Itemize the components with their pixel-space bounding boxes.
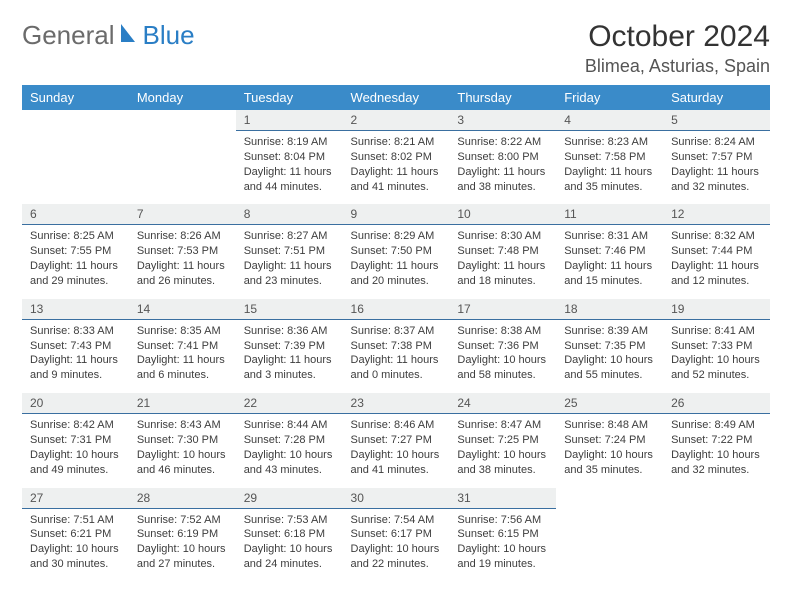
date-detail: Sunrise: 8:27 AMSunset: 7:51 PMDaylight:… bbox=[236, 225, 343, 299]
day-header: Tuesday bbox=[236, 85, 343, 110]
date-detail: Sunrise: 7:54 AMSunset: 6:17 PMDaylight:… bbox=[343, 508, 450, 582]
date-number bbox=[663, 488, 770, 509]
date-detail-row: Sunrise: 8:33 AMSunset: 7:43 PMDaylight:… bbox=[22, 319, 770, 393]
date-number: 1 bbox=[236, 110, 343, 131]
date-detail: Sunrise: 8:49 AMSunset: 7:22 PMDaylight:… bbox=[663, 414, 770, 488]
date-number: 28 bbox=[129, 488, 236, 509]
day-header: Sunday bbox=[22, 85, 129, 110]
date-detail-row: Sunrise: 8:25 AMSunset: 7:55 PMDaylight:… bbox=[22, 225, 770, 299]
date-number: 3 bbox=[449, 110, 556, 131]
date-detail: Sunrise: 8:29 AMSunset: 7:50 PMDaylight:… bbox=[343, 225, 450, 299]
date-number: 29 bbox=[236, 488, 343, 509]
date-number: 27 bbox=[22, 488, 129, 509]
date-detail: Sunrise: 7:53 AMSunset: 6:18 PMDaylight:… bbox=[236, 508, 343, 582]
date-detail: Sunrise: 8:36 AMSunset: 7:39 PMDaylight:… bbox=[236, 319, 343, 393]
date-detail: Sunrise: 8:23 AMSunset: 7:58 PMDaylight:… bbox=[556, 131, 663, 205]
date-number: 19 bbox=[663, 299, 770, 320]
date-detail: Sunrise: 8:42 AMSunset: 7:31 PMDaylight:… bbox=[22, 414, 129, 488]
date-number: 24 bbox=[449, 393, 556, 414]
date-number: 25 bbox=[556, 393, 663, 414]
date-number: 14 bbox=[129, 299, 236, 320]
date-number: 15 bbox=[236, 299, 343, 320]
date-number: 4 bbox=[556, 110, 663, 131]
day-header-row: SundayMondayTuesdayWednesdayThursdayFrid… bbox=[22, 85, 770, 110]
date-number: 22 bbox=[236, 393, 343, 414]
date-number: 12 bbox=[663, 204, 770, 225]
date-number: 8 bbox=[236, 204, 343, 225]
date-detail: Sunrise: 8:31 AMSunset: 7:46 PMDaylight:… bbox=[556, 225, 663, 299]
location: Blimea, Asturias, Spain bbox=[585, 56, 770, 77]
date-detail bbox=[663, 508, 770, 582]
date-detail: Sunrise: 8:39 AMSunset: 7:35 PMDaylight:… bbox=[556, 319, 663, 393]
date-detail bbox=[22, 131, 129, 205]
date-detail: Sunrise: 8:22 AMSunset: 8:00 PMDaylight:… bbox=[449, 131, 556, 205]
date-detail: Sunrise: 8:47 AMSunset: 7:25 PMDaylight:… bbox=[449, 414, 556, 488]
date-detail: Sunrise: 8:21 AMSunset: 8:02 PMDaylight:… bbox=[343, 131, 450, 205]
date-detail: Sunrise: 8:25 AMSunset: 7:55 PMDaylight:… bbox=[22, 225, 129, 299]
date-number: 11 bbox=[556, 204, 663, 225]
date-number: 21 bbox=[129, 393, 236, 414]
date-detail: Sunrise: 7:51 AMSunset: 6:21 PMDaylight:… bbox=[22, 508, 129, 582]
logo-text-general: General bbox=[22, 20, 115, 51]
date-detail: Sunrise: 8:33 AMSunset: 7:43 PMDaylight:… bbox=[22, 319, 129, 393]
logo-text-blue: Blue bbox=[143, 20, 195, 51]
calendar-body: 12345Sunrise: 8:19 AMSunset: 8:04 PMDayl… bbox=[22, 110, 770, 582]
date-detail: Sunrise: 8:35 AMSunset: 7:41 PMDaylight:… bbox=[129, 319, 236, 393]
logo: General Blue bbox=[22, 20, 195, 51]
date-detail: Sunrise: 8:46 AMSunset: 7:27 PMDaylight:… bbox=[343, 414, 450, 488]
day-header: Friday bbox=[556, 85, 663, 110]
date-number: 7 bbox=[129, 204, 236, 225]
date-detail bbox=[556, 508, 663, 582]
date-number: 10 bbox=[449, 204, 556, 225]
date-number-row: 20212223242526 bbox=[22, 393, 770, 414]
day-header: Saturday bbox=[663, 85, 770, 110]
date-number-row: 6789101112 bbox=[22, 204, 770, 225]
date-detail: Sunrise: 8:19 AMSunset: 8:04 PMDaylight:… bbox=[236, 131, 343, 205]
date-detail: Sunrise: 7:56 AMSunset: 6:15 PMDaylight:… bbox=[449, 508, 556, 582]
date-number: 2 bbox=[343, 110, 450, 131]
date-detail-row: Sunrise: 8:19 AMSunset: 8:04 PMDaylight:… bbox=[22, 131, 770, 205]
month-title: October 2024 bbox=[585, 20, 770, 54]
header: General Blue October 2024 Blimea, Asturi… bbox=[22, 20, 770, 77]
date-detail: Sunrise: 8:41 AMSunset: 7:33 PMDaylight:… bbox=[663, 319, 770, 393]
date-number: 18 bbox=[556, 299, 663, 320]
date-detail: Sunrise: 8:48 AMSunset: 7:24 PMDaylight:… bbox=[556, 414, 663, 488]
date-number: 5 bbox=[663, 110, 770, 131]
date-detail: Sunrise: 8:30 AMSunset: 7:48 PMDaylight:… bbox=[449, 225, 556, 299]
date-detail: Sunrise: 8:37 AMSunset: 7:38 PMDaylight:… bbox=[343, 319, 450, 393]
date-detail: Sunrise: 8:32 AMSunset: 7:44 PMDaylight:… bbox=[663, 225, 770, 299]
title-block: October 2024 Blimea, Asturias, Spain bbox=[585, 20, 770, 77]
date-number: 9 bbox=[343, 204, 450, 225]
date-number: 30 bbox=[343, 488, 450, 509]
date-detail: Sunrise: 8:38 AMSunset: 7:36 PMDaylight:… bbox=[449, 319, 556, 393]
date-detail bbox=[129, 131, 236, 205]
calendar-table: SundayMondayTuesdayWednesdayThursdayFrid… bbox=[22, 85, 770, 582]
date-detail-row: Sunrise: 7:51 AMSunset: 6:21 PMDaylight:… bbox=[22, 508, 770, 582]
date-detail: Sunrise: 8:24 AMSunset: 7:57 PMDaylight:… bbox=[663, 131, 770, 205]
date-detail: Sunrise: 8:43 AMSunset: 7:30 PMDaylight:… bbox=[129, 414, 236, 488]
date-number bbox=[556, 488, 663, 509]
date-number-row: 2728293031 bbox=[22, 488, 770, 509]
day-header: Thursday bbox=[449, 85, 556, 110]
day-header: Monday bbox=[129, 85, 236, 110]
date-detail: Sunrise: 8:26 AMSunset: 7:53 PMDaylight:… bbox=[129, 225, 236, 299]
logo-sail-icon bbox=[119, 22, 139, 49]
date-number: 16 bbox=[343, 299, 450, 320]
date-number-row: 12345 bbox=[22, 110, 770, 131]
date-detail: Sunrise: 7:52 AMSunset: 6:19 PMDaylight:… bbox=[129, 508, 236, 582]
day-header: Wednesday bbox=[343, 85, 450, 110]
date-detail: Sunrise: 8:44 AMSunset: 7:28 PMDaylight:… bbox=[236, 414, 343, 488]
date-number: 26 bbox=[663, 393, 770, 414]
date-number: 31 bbox=[449, 488, 556, 509]
date-number: 20 bbox=[22, 393, 129, 414]
date-number: 6 bbox=[22, 204, 129, 225]
date-number: 23 bbox=[343, 393, 450, 414]
date-number: 13 bbox=[22, 299, 129, 320]
date-number: 17 bbox=[449, 299, 556, 320]
date-detail-row: Sunrise: 8:42 AMSunset: 7:31 PMDaylight:… bbox=[22, 414, 770, 488]
date-number bbox=[22, 110, 129, 131]
date-number bbox=[129, 110, 236, 131]
date-number-row: 13141516171819 bbox=[22, 299, 770, 320]
